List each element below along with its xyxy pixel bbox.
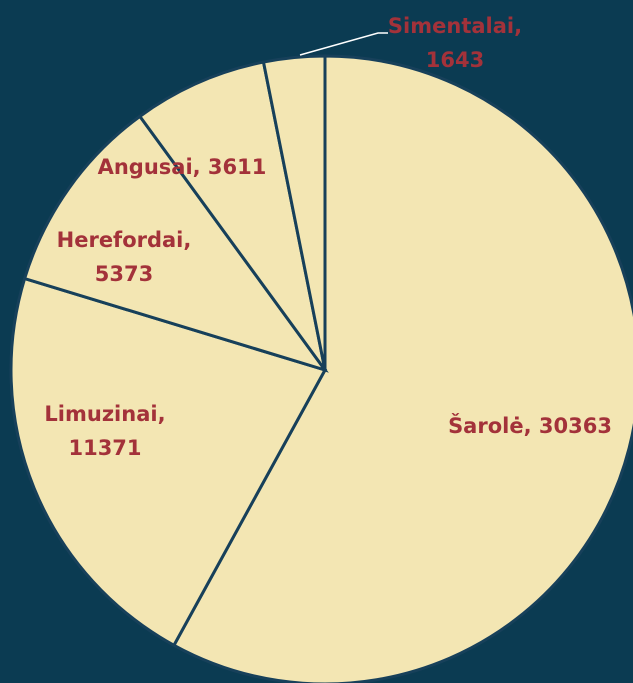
leader-line [299,32,388,56]
pie-slice [261,54,327,371]
data-label-line: Simentalai, [388,14,522,38]
data-label: Limuzinai, 11371 [44,402,165,460]
data-label: Šarolė, 30363 [448,413,612,438]
data-label-line: 1643 [426,48,484,72]
pie-slice [22,114,329,373]
data-label: Herefordai, 5373 [57,228,192,286]
pie-slice [9,276,328,648]
data-label: Simentalai, 1643 [388,14,522,72]
data-label-line: Limuzinai, [44,402,165,426]
data-label-line: Šarolė, 30363 [448,413,612,438]
data-label-line: Herefordai, [57,228,192,252]
data-label-line: 11371 [68,436,141,460]
data-label: Angusai, 3611 [98,155,267,179]
data-label-line: 5373 [95,262,153,286]
data-label-line: Angusai, 3611 [98,155,267,179]
pie-slice [171,54,633,683]
